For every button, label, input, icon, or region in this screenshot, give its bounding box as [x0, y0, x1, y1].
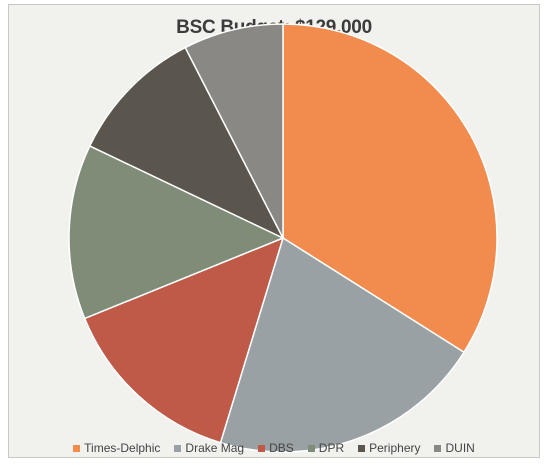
pie-plot	[68, 23, 498, 453]
legend-item-times-delphic: Times-Delphic	[73, 441, 160, 455]
chart-legend: Times-Delphic Drake Mag DBS DPR Periphery DUI…	[9, 441, 539, 455]
pie-slice-duin	[184, 23, 284, 239]
pie-slices	[68, 23, 498, 453]
pie-slice-dbs	[83, 236, 285, 444]
pie-slice-drake-mag	[219, 236, 465, 453]
legend-item-periphery: Periphery	[358, 441, 420, 455]
legend-label: DPR	[318, 441, 345, 455]
pie-slice-dpr	[68, 144, 285, 320]
legend-label: Periphery	[369, 441, 421, 455]
pie-slice-periphery	[88, 46, 285, 240]
legend-swatch	[358, 444, 366, 452]
chart-area: BSC Budget: $129,000 Times-DelphicDrake …	[8, 4, 540, 458]
legend-item-duin: DUIN	[434, 441, 475, 455]
legend-swatch	[434, 444, 442, 452]
legend-item-dpr: DPR	[307, 441, 345, 455]
legend-label: DUIN	[445, 441, 475, 455]
legend-swatch	[73, 444, 81, 452]
legend-swatch	[307, 444, 315, 452]
legend-label: Drake Mag	[185, 441, 245, 455]
pie-slice-times-delphic	[282, 23, 498, 354]
legend-swatch	[174, 444, 182, 452]
legend-swatch	[258, 444, 266, 452]
legend-label: Times-Delphic	[84, 441, 161, 455]
legend-label: DBS	[269, 441, 294, 455]
legend-item-dbs: DBS	[258, 441, 294, 455]
legend-item-drake-mag: Drake Mag	[174, 441, 244, 455]
